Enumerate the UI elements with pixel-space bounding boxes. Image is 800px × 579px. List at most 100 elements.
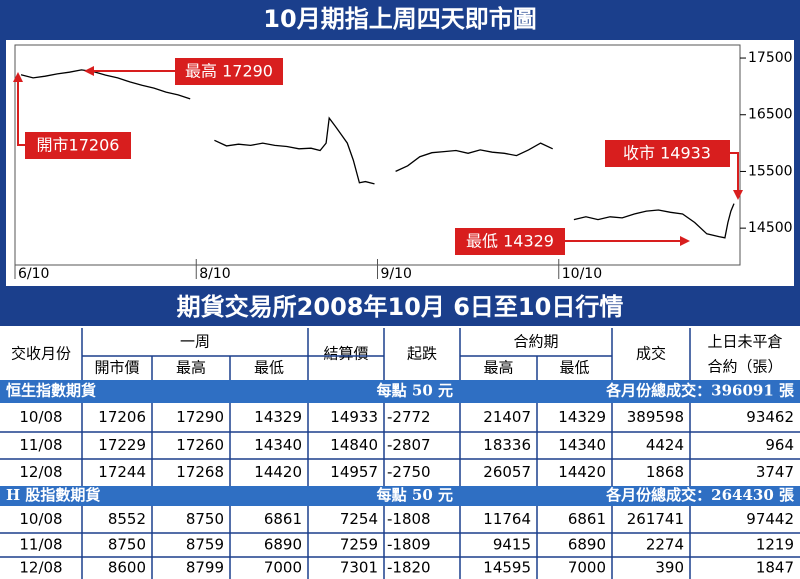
table-cell: -2807: [387, 436, 431, 454]
annotations: 最高 17290 開市17206 收市 14933 最低 14329: [13, 58, 743, 255]
table-cell: 4424: [646, 436, 684, 454]
table-cell: 14840: [330, 436, 378, 454]
table-cell: 14933: [330, 408, 378, 426]
header-cell: 起跌: [407, 345, 437, 363]
table-cell: 964: [765, 436, 794, 454]
annotation: 最高 17290: [185, 62, 273, 81]
table-cell: 11764: [483, 510, 531, 528]
arrowhead: [680, 236, 690, 246]
header-cell: 最高: [176, 359, 206, 377]
annotation-box: [175, 58, 283, 85]
table-cell: 8600: [108, 559, 146, 577]
table-cell: 12/08: [19, 463, 62, 481]
section-name: 恒生指數期貨: [6, 382, 96, 400]
table-cell: 17260: [176, 436, 224, 454]
table-cell: 14340: [254, 436, 302, 454]
table-cell: 8750: [108, 536, 146, 554]
x-tick-label: 8/10: [199, 266, 230, 282]
section-bar: [0, 380, 800, 403]
table-cell: 21407: [483, 408, 531, 426]
y-tick-label: 15500: [748, 163, 793, 179]
arrowhead: [84, 66, 94, 76]
table-cell: 11/08: [19, 536, 62, 554]
table-cell: 17290: [176, 408, 224, 426]
header-cell: 成交: [636, 345, 666, 363]
table-cell: 11/08: [19, 436, 62, 454]
table-cell: 6890: [264, 536, 302, 554]
annotation: 最低 14329: [466, 232, 554, 251]
table-cell: 1847: [756, 559, 794, 577]
table-cell: 14329: [558, 408, 606, 426]
table-cell: 18336: [483, 436, 531, 454]
table-cell: 14420: [254, 463, 302, 481]
annotation-box: [455, 228, 565, 255]
table-cell: 8799: [186, 559, 224, 577]
arrow: [730, 152, 739, 192]
arrowhead: [13, 72, 23, 82]
arrowhead: [733, 190, 743, 200]
table-cell: 6861: [264, 510, 302, 528]
header-cell: 一周: [180, 333, 210, 351]
header-cell: 上日未平倉: [707, 333, 782, 351]
table-cell: 261741: [627, 510, 684, 528]
table-cell: 6890: [568, 536, 606, 554]
header-cell: 交收月份: [11, 345, 71, 363]
table-title: 期貨交易所2008年10月 6日至10日行情: [177, 293, 624, 321]
x-tick-label: 9/10: [381, 266, 412, 282]
table-cell: 14340: [558, 436, 606, 454]
table-cell: 17229: [98, 436, 146, 454]
table-cell: 26057: [483, 463, 531, 481]
table-cell: 14595: [483, 559, 531, 577]
table-cell: 7254: [340, 510, 378, 528]
header-cell: 合約期: [513, 333, 558, 351]
annotation-box: [25, 132, 131, 159]
annotation-box: [605, 140, 730, 167]
table-cell: 8750: [186, 510, 224, 528]
header-cell: 結算價: [323, 345, 368, 363]
section-total: 各月份總成交：264430 張: [605, 486, 795, 504]
table-cell: -2772: [387, 408, 431, 426]
table-cell: 6861: [568, 510, 606, 528]
table-cell: 17206: [98, 408, 146, 426]
section-name: H 股指數期貨: [6, 486, 100, 504]
table-cell: 8759: [186, 536, 224, 554]
table-cell: 7000: [264, 559, 302, 577]
header-cell: 合約（張）: [707, 358, 782, 376]
table-cell: 10/08: [19, 510, 62, 528]
header-cell: 最低: [254, 359, 284, 377]
table-cell: 17244: [98, 463, 146, 481]
table-cell: 390: [655, 559, 684, 577]
table-cell: 9415: [493, 536, 531, 554]
y-tick-label: 17500: [748, 50, 793, 66]
table-cell: 1868: [646, 463, 684, 481]
section-point: 每點 50 元: [377, 486, 453, 504]
section-total: 各月份總成交：396091 張: [605, 382, 795, 400]
table-cell: 17268: [176, 463, 224, 481]
header-cell: 最高: [483, 359, 513, 377]
annotation: 收市 14933: [623, 144, 711, 163]
table-cell: 10/08: [19, 408, 62, 426]
table-cell: 8552: [108, 510, 146, 528]
table-cell: -1820: [387, 559, 431, 577]
table-cell: -1808: [387, 510, 431, 528]
table-cell: 2274: [646, 536, 684, 554]
y-tick-label: 14500: [748, 220, 793, 236]
section-point: 每點 50 元: [377, 382, 453, 400]
header-bg: [0, 328, 800, 380]
chart-title: 10月期指上周四天即市圖: [263, 5, 536, 33]
table-cell: -2750: [387, 463, 431, 481]
table-cell: 97442: [746, 510, 794, 528]
table-cell: 12/08: [19, 559, 62, 577]
x-tick-label: 10/10: [562, 266, 602, 282]
series-line: [20, 69, 735, 239]
table-cell: 7301: [340, 559, 378, 577]
table-cell: 1219: [756, 536, 794, 554]
table-cell: 7000: [568, 559, 606, 577]
y-tick-label: 16500: [748, 107, 793, 123]
table-cell: 14420: [558, 463, 606, 481]
table-cell: 14957: [330, 463, 378, 481]
annotation: 開市17206: [37, 136, 120, 155]
table-cell: 389598: [627, 408, 684, 426]
table-cell: -1809: [387, 536, 431, 554]
